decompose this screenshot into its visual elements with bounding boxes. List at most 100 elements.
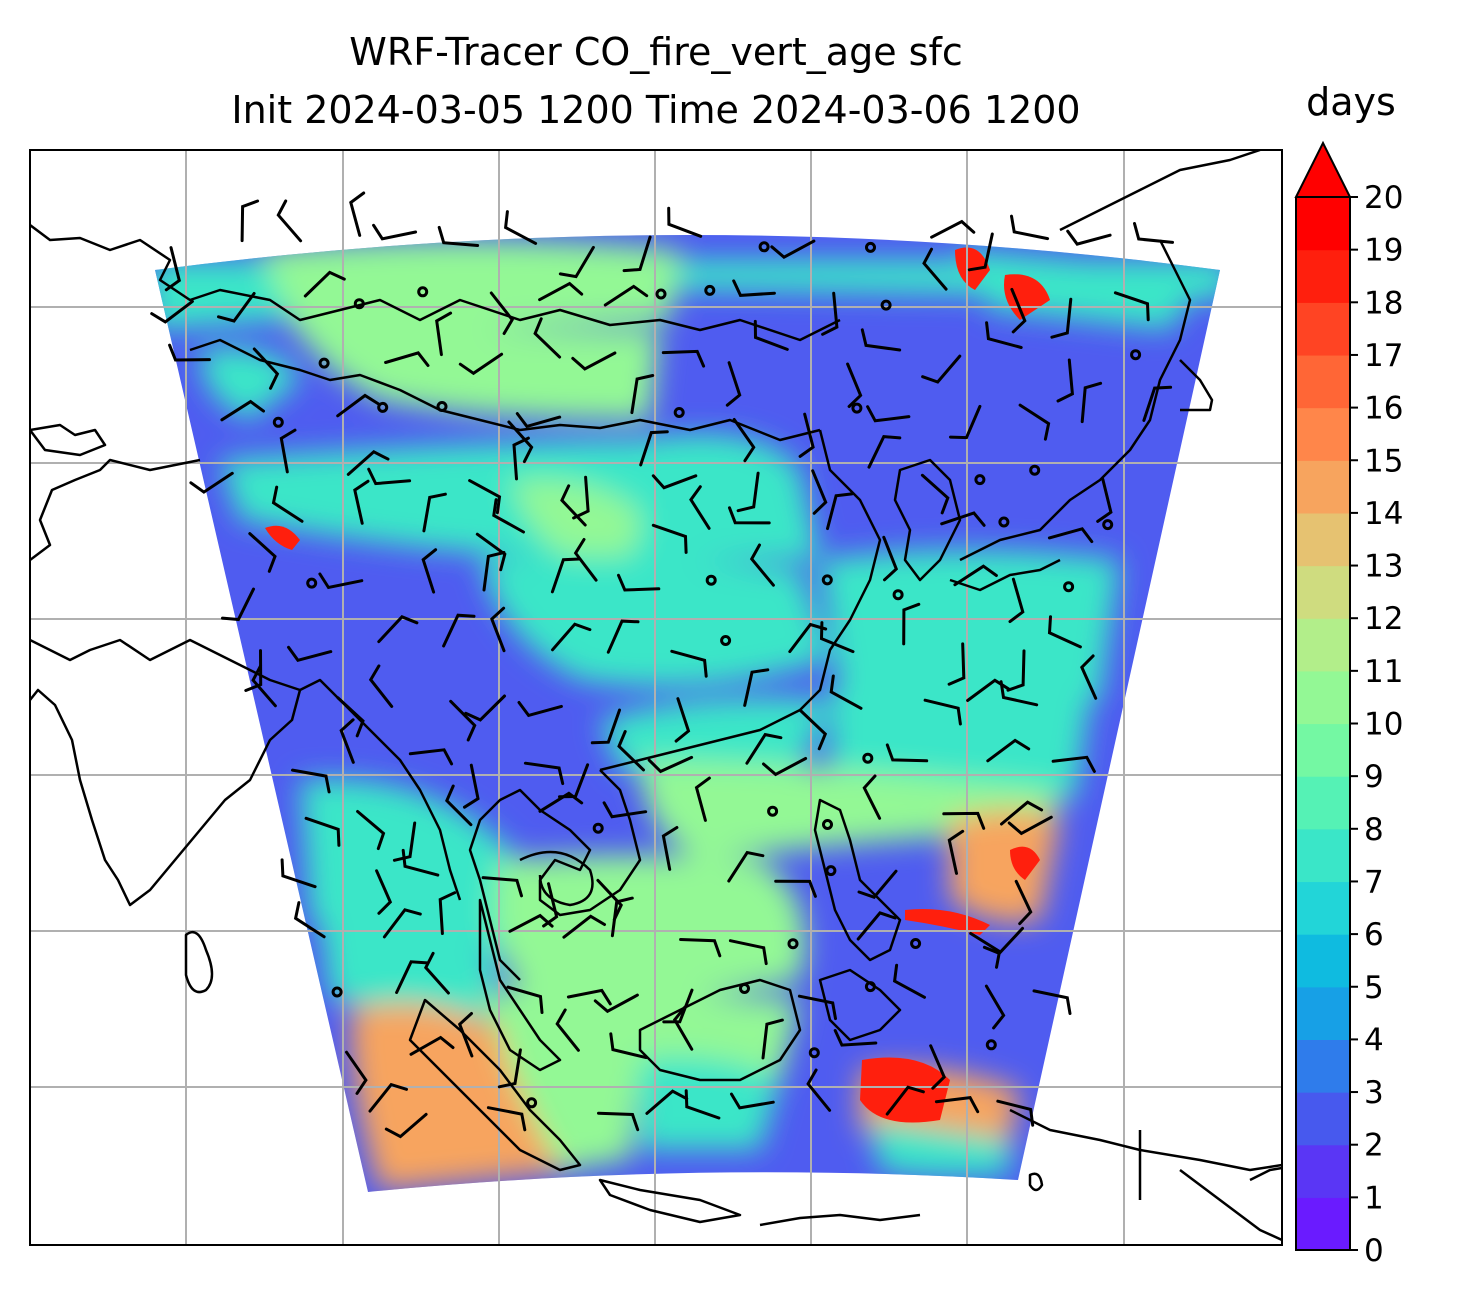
wind-barb [942, 811, 986, 830]
wind-barb [538, 281, 584, 302]
field-patch [950, 810, 1060, 923]
colorbar-segment [1296, 460, 1350, 514]
wind-barb [1080, 381, 1103, 424]
wind-barb [996, 1099, 1035, 1127]
wind-barb [457, 1012, 474, 1058]
wind-barb [647, 755, 694, 774]
wind-barb [382, 908, 422, 939]
calm-wind-marker [787, 938, 799, 950]
new-guinea-south [1138, 1130, 1282, 1242]
wind-barb [1007, 815, 1053, 836]
wind-barb [280, 858, 317, 889]
wind-barb [1066, 229, 1112, 246]
wind-barb [168, 343, 211, 362]
wind-barb [645, 1089, 689, 1115]
wind-barb [1080, 654, 1098, 700]
wind-barb [922, 247, 948, 291]
wind-barb [523, 761, 565, 786]
colorbar-tick-label: 16 [1364, 391, 1403, 427]
colorbar-tick-label: 5 [1364, 970, 1384, 1006]
wind-barb [985, 321, 1023, 349]
colorbar-segment [1296, 407, 1350, 461]
wind-barb [423, 951, 450, 995]
caspian-outline [30, 423, 107, 457]
wind-barb [826, 492, 854, 531]
wind-barb [368, 664, 394, 708]
colorbar-segment [1296, 512, 1350, 567]
wind-barb [517, 701, 563, 718]
wind-barb [885, 743, 929, 763]
wind-barb [857, 869, 898, 899]
wind-barb [375, 869, 393, 915]
calm-wind-marker [377, 401, 389, 413]
timor-coast [1028, 1172, 1044, 1192]
wind-barb [336, 696, 365, 738]
wind-barb [1018, 403, 1051, 441]
wind-barb [345, 1050, 368, 1095]
wind-barb [811, 469, 828, 515]
calm-wind-marker [851, 402, 863, 414]
wind-barb [866, 405, 911, 423]
wind-barb [622, 235, 652, 273]
colorbar-tick-label: 15 [1364, 443, 1403, 479]
colorbar-extend-arrow [1294, 140, 1352, 198]
wind-barb [1047, 527, 1094, 544]
wind-barb [481, 876, 523, 898]
wind-barb [667, 206, 703, 238]
wind-barb [377, 615, 419, 644]
colorbar-tick-label: 0 [1364, 1233, 1384, 1269]
wind-barb [999, 680, 1039, 707]
wind-barb [164, 246, 182, 292]
field-patch [320, 920, 500, 1020]
wind-barb [730, 1092, 775, 1110]
wind-barb [797, 994, 837, 1021]
field-patch [200, 348, 300, 420]
wind-barb [392, 821, 417, 862]
wind-barb [490, 606, 506, 653]
wind-barb [1096, 477, 1113, 523]
wind-barb [949, 404, 982, 440]
calm-wind-marker [767, 805, 779, 817]
colorbar-tick-label: 6 [1364, 917, 1384, 953]
wind-barb [1050, 297, 1073, 339]
wind-barb [639, 430, 669, 467]
wind-barb [368, 1082, 408, 1113]
wind-barb [356, 810, 386, 851]
wind-barb [947, 642, 966, 686]
wind-barb [743, 668, 770, 707]
java-coast [598, 1178, 742, 1224]
wind-barb [929, 1044, 946, 1090]
wind-barb [609, 1032, 648, 1060]
wind-barb [150, 299, 194, 324]
wind-barb [923, 698, 962, 726]
wind-barb [885, 1085, 925, 1116]
colorbar-tick-label: 13 [1364, 549, 1403, 585]
wind-barb [596, 878, 623, 922]
sumatra-coast [408, 998, 582, 1172]
wind-barb [409, 1035, 455, 1056]
calm-wind-marker [318, 357, 330, 369]
calm-wind-marker [720, 635, 732, 646]
wind-barb [1113, 291, 1150, 322]
wind-barb [749, 543, 775, 587]
wind-barb [291, 768, 331, 794]
calm-wind-marker [1029, 464, 1041, 476]
calm-wind-marker [331, 986, 343, 998]
wind-barb [745, 732, 783, 765]
tracer-field [155, 235, 1220, 1192]
colorbar-tick-label: 4 [1364, 1022, 1384, 1058]
china-east-coast [599, 429, 882, 772]
wind-barb [661, 826, 679, 871]
field-patch [1010, 846, 1040, 880]
wind-barb [761, 1018, 784, 1060]
field-patch [500, 1040, 640, 1170]
colorbar-segment [1296, 197, 1350, 251]
wind-barb [303, 270, 346, 298]
calm-wind-marker [1130, 349, 1142, 361]
wind-barb [408, 748, 454, 766]
wind-barb [762, 757, 808, 777]
wind-barb [384, 351, 430, 367]
wind-barb [684, 1089, 721, 1120]
colorbar-segment [1296, 618, 1350, 672]
wind-barb [1051, 755, 1096, 773]
